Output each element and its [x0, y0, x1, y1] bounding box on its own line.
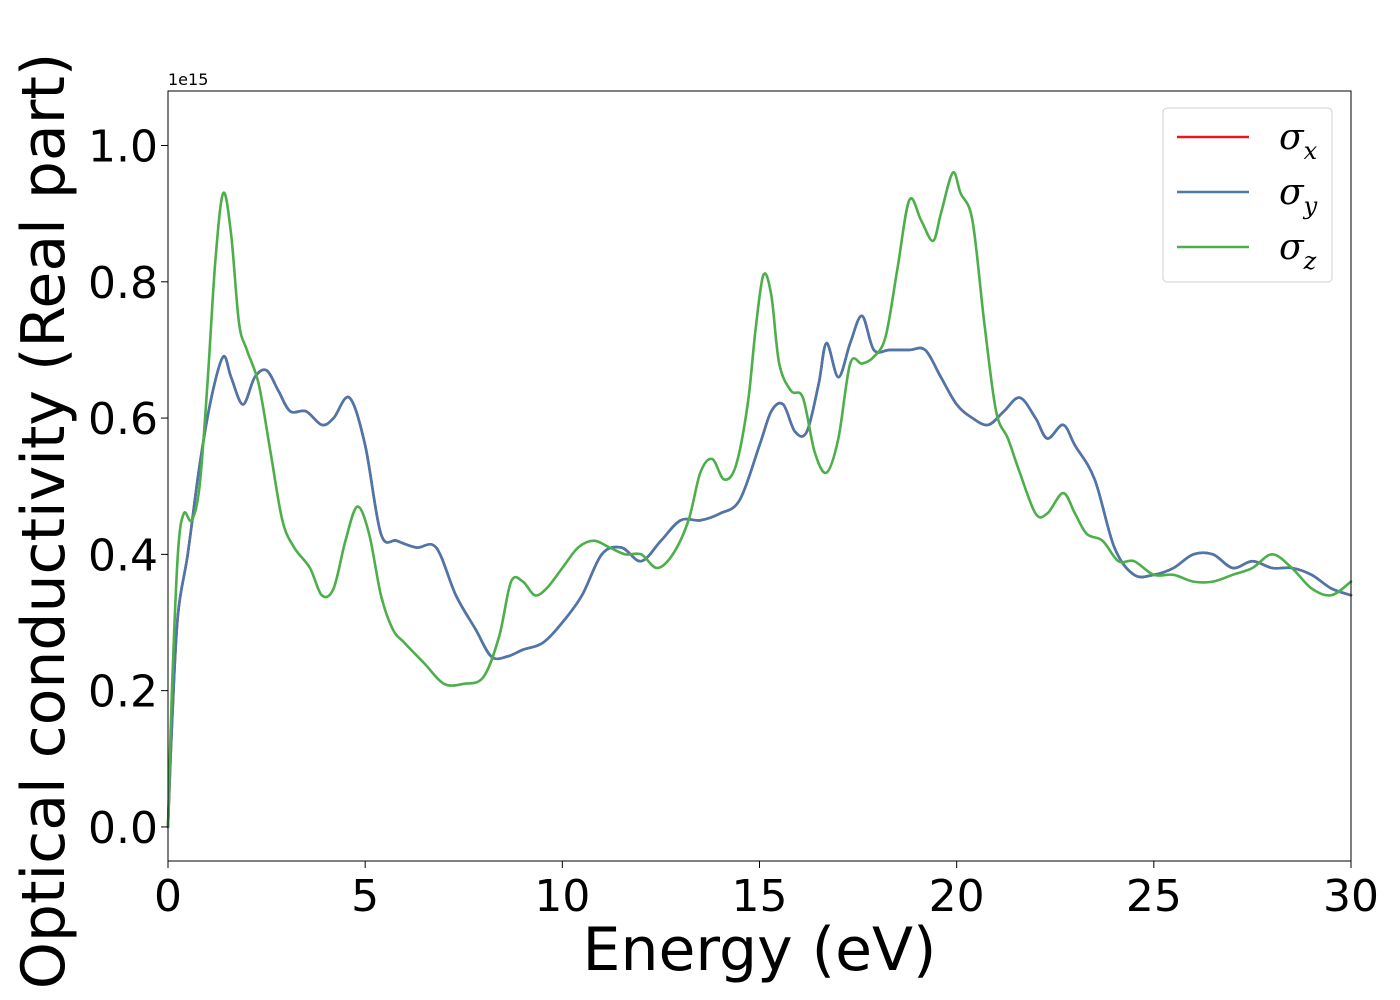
legend-subscript: y	[1303, 192, 1318, 220]
y-axis: 0.0 0.2 0.4 0.6 0.8 1.0	[88, 122, 168, 854]
legend-subscript: z	[1303, 247, 1317, 275]
y-offset-label: 1e15	[168, 70, 208, 89]
x-tick-label: 0	[154, 871, 182, 922]
legend-symbol: σ	[1279, 117, 1305, 158]
x-tick-label: 10	[534, 871, 590, 922]
y-tick-label: 0.2	[88, 667, 158, 718]
y-tick-label: 1.0	[88, 122, 158, 173]
series-line-z	[166, 171, 1353, 829]
y-tick-label: 0.8	[88, 258, 158, 309]
x-tick-label: 25	[1126, 871, 1182, 922]
y-axis-label: Optical conductivity (Real part)	[9, 53, 79, 990]
legend-symbol: σ	[1279, 172, 1305, 213]
series-line-y	[166, 314, 1353, 829]
x-tick-label: 5	[351, 871, 379, 922]
x-axis-label: Energy (eV)	[583, 915, 937, 985]
legend-label-x: σx	[1279, 117, 1318, 165]
series-layer	[166, 171, 1353, 829]
legend-label-z: σz	[1279, 227, 1317, 275]
legend-box	[1162, 107, 1333, 283]
legend-label-y: σy	[1279, 172, 1318, 220]
y-tick-label: 0.4	[88, 530, 158, 581]
y-tick-label: 0.0	[88, 803, 158, 854]
legend-subscript: x	[1304, 137, 1318, 165]
y-tick-label: 0.6	[88, 394, 158, 445]
legend-symbol: σ	[1279, 227, 1305, 268]
x-tick-label: 15	[732, 871, 788, 922]
x-tick-label: 20	[929, 871, 985, 922]
x-tick-label: 30	[1323, 871, 1379, 922]
x-axis: 0 5 10 15 20 25 30	[154, 861, 1379, 922]
